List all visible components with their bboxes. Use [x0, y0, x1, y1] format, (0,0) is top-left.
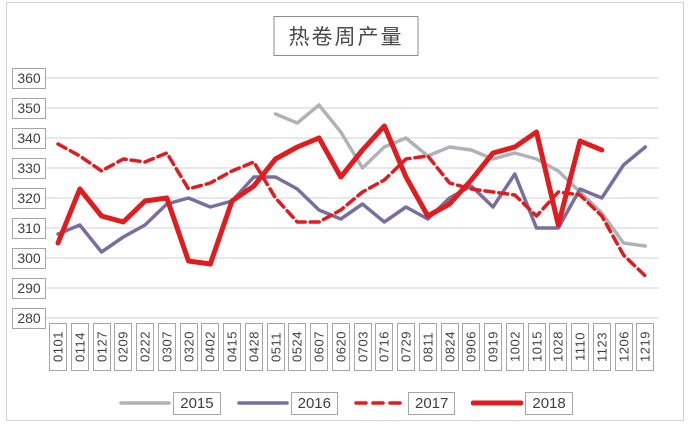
- x-axis-tick-label: 0511: [266, 323, 285, 371]
- legend-label: 2017: [408, 391, 456, 415]
- x-axis-tick-label: 1123: [592, 323, 611, 371]
- x-axis-tick-label: 0114: [70, 323, 89, 371]
- y-axis-tick-label: 310: [12, 217, 46, 239]
- y-axis-tick-label: 330: [12, 157, 46, 179]
- y-axis-tick-label: 320: [12, 187, 46, 209]
- y-axis-tick-label: 280: [12, 307, 46, 329]
- x-axis-tick-label: 1206: [614, 323, 633, 371]
- x-axis-tick-label: 0101: [49, 323, 67, 371]
- x-axis-tick-label: 1028: [549, 323, 568, 371]
- series-line-2017: [56, 142, 648, 278]
- y-axis-tick-label: 360: [12, 67, 46, 89]
- x-axis-tick-label: 0729: [397, 323, 415, 371]
- x-axis-tick-label: 1015: [527, 323, 546, 371]
- x-axis-tick-label: 0402: [201, 323, 220, 371]
- legend-label: 2016: [290, 391, 338, 415]
- x-axis-tick-label: 0716: [375, 323, 394, 371]
- x-axis-tick-label: 0127: [92, 323, 111, 371]
- x-axis-tick-label: 0620: [331, 323, 350, 371]
- x-axis-tick-label: 0209: [114, 323, 133, 371]
- x-axis-tick-label: 0524: [288, 323, 307, 371]
- chart-title: 热卷周产量: [273, 16, 419, 56]
- x-axis-tick-label: 0906: [462, 323, 481, 371]
- x-axis-tick-label: 0415: [223, 323, 241, 371]
- legend-swatch-2016: [236, 401, 289, 405]
- legend-item-2015: 2015: [119, 391, 221, 415]
- x-axis-tick-label: 1002: [505, 323, 524, 371]
- y-axis-tick-label: 290: [12, 277, 46, 299]
- x-axis-tick-label: 0703: [353, 323, 372, 371]
- x-axis-tick-label: 0320: [179, 323, 198, 371]
- legend-item-2018: 2018: [471, 391, 573, 415]
- y-axis-tick-label: 300: [12, 247, 46, 269]
- x-axis-tick-label: 0919: [484, 323, 502, 371]
- series-line-2015: [273, 103, 648, 248]
- series-line-2018: [55, 123, 605, 267]
- y-axis-tick-label: 340: [12, 127, 46, 149]
- x-axis-tick-label: 0307: [157, 323, 176, 371]
- y-axis-tick-label: 350: [12, 97, 46, 119]
- legend-label: 2015: [173, 391, 221, 415]
- legend-label: 2018: [525, 391, 573, 415]
- legend: 2015 2016 2017 2018: [0, 388, 692, 418]
- x-axis-tick-label: 0607: [310, 323, 328, 371]
- legend-swatch-2017: [354, 401, 406, 405]
- legend-swatch-2015: [119, 401, 171, 405]
- legend-item-2017: 2017: [354, 391, 456, 415]
- x-axis-tick-label: 0811: [418, 323, 437, 371]
- legend-swatch-2018: [471, 400, 524, 406]
- series-line-2016: [56, 145, 648, 254]
- x-axis-tick-label: 0428: [244, 323, 263, 371]
- x-axis-tick-label: 0222: [136, 323, 154, 371]
- x-axis-tick-label: 0824: [440, 323, 459, 371]
- x-axis-tick-label: 1219: [636, 323, 655, 371]
- legend-item-2016: 2016: [236, 391, 338, 415]
- x-axis-tick-label: 1110: [571, 323, 589, 371]
